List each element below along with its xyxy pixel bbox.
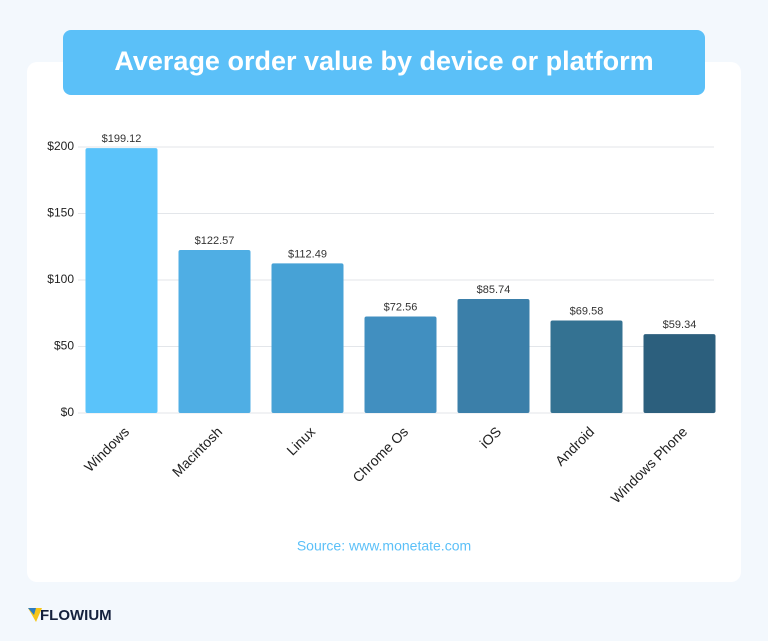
brand-name: FLOWIUM — [40, 607, 112, 624]
source: Source: www.monetate.com — [297, 538, 471, 554]
data-label: $59.34 — [663, 319, 697, 331]
y-tick-label: $0 — [61, 405, 75, 419]
data-label: $85.74 — [477, 284, 511, 296]
data-label: $69.58 — [570, 305, 604, 317]
data-label: $199.12 — [102, 133, 142, 145]
data-label: $122.57 — [195, 235, 235, 247]
bar — [271, 263, 344, 413]
bar — [85, 148, 158, 413]
bar — [457, 298, 530, 413]
data-label: $72.56 — [384, 301, 418, 313]
data-label: $112.49 — [288, 248, 327, 260]
y-tick-label: $200 — [47, 139, 74, 153]
y-tick-label: $150 — [47, 206, 74, 220]
bar — [550, 320, 623, 413]
bar — [178, 249, 251, 413]
logo-icon-accent — [28, 608, 36, 615]
chart-title: Average order value by device or platfor… — [114, 46, 653, 76]
bar — [364, 316, 437, 413]
y-tick-label: $50 — [54, 339, 74, 353]
bar — [643, 334, 716, 413]
brand-logo: FLOWIUM — [28, 607, 112, 624]
y-tick-label: $100 — [47, 272, 74, 286]
title-banner — [63, 30, 705, 95]
